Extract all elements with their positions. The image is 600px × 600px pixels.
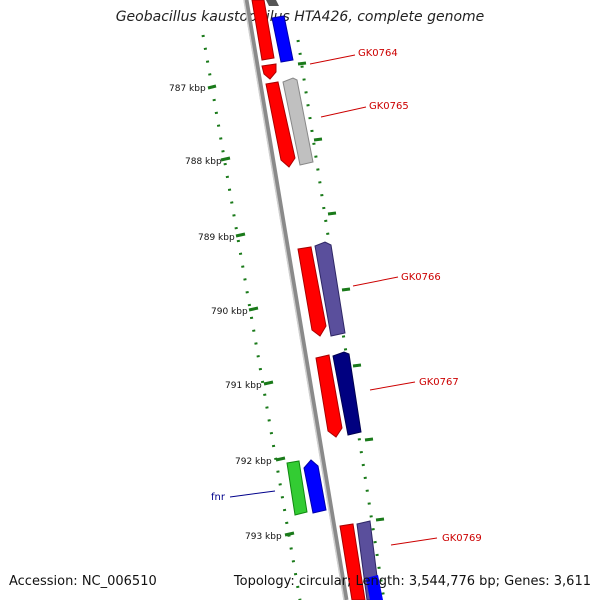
gene-label-GK0764[interactable]: GK0764 bbox=[358, 48, 398, 59]
tick-label-792: 792 kbp bbox=[235, 457, 272, 467]
gene-label-GK0769[interactable]: GK0769 bbox=[442, 533, 482, 544]
tick-label-788: 788 kbp bbox=[185, 157, 222, 167]
gene-GK0769[interactable] bbox=[339, 520, 383, 600]
gene-label-GK0766[interactable]: GK0766 bbox=[401, 272, 441, 283]
cds-GK0764[interactable] bbox=[251, 0, 275, 61]
gene-label-GK0767[interactable]: GK0767 bbox=[419, 377, 459, 388]
leader-GK0764 bbox=[309, 54, 356, 65]
tick-marks bbox=[207, 61, 385, 537]
cds-GK0767[interactable] bbox=[315, 354, 343, 438]
leader-GK0765 bbox=[320, 106, 367, 118]
leader-fnr bbox=[229, 490, 276, 498]
genome-summary-text: Topology: circular; Length: 3,544,776 bp… bbox=[233, 574, 591, 589]
gene-label-GK0765[interactable]: GK0765 bbox=[369, 101, 409, 112]
gene-GK0764[interactable] bbox=[251, 0, 294, 80]
gene-GK0767[interactable] bbox=[315, 351, 362, 438]
cds-GK0766[interactable] bbox=[297, 246, 327, 337]
accession-text: Accession: NC_006510 bbox=[9, 574, 157, 589]
tick-label-790: 790 kbp bbox=[211, 307, 248, 317]
gene-GK0766[interactable] bbox=[297, 241, 346, 337]
leader-GK0766 bbox=[352, 276, 399, 287]
genome-backbone bbox=[243, 0, 349, 600]
gene-green-fnr[interactable] bbox=[286, 460, 308, 516]
genome-backbone-highlight bbox=[243, 0, 345, 600]
map-title: Geobacillus kaustophilus HTA426, complet… bbox=[115, 9, 485, 25]
gene-fnr[interactable] bbox=[286, 459, 327, 516]
tick-label-787: 787 kbp bbox=[169, 84, 206, 94]
gene-navy-GK0767[interactable] bbox=[332, 351, 362, 436]
cds-GK0764-arrow[interactable] bbox=[261, 63, 277, 80]
left-ruler-dots bbox=[201, 34, 302, 600]
cds-GK0765[interactable] bbox=[265, 81, 296, 168]
tick-label-791: 791 kbp bbox=[225, 381, 262, 391]
gene-gray-GK0765[interactable] bbox=[282, 77, 314, 166]
tick-label-789: 789 kbp bbox=[198, 233, 235, 243]
leader-GK0767 bbox=[369, 381, 416, 391]
leader-GK0769 bbox=[390, 537, 438, 546]
tick-label-793: 793 kbp bbox=[245, 532, 282, 542]
gene-blue-GK0764[interactable] bbox=[271, 15, 294, 63]
gene-label-fnr[interactable]: fnr bbox=[211, 492, 226, 503]
cds-GK0769[interactable] bbox=[339, 523, 366, 600]
gene-blue-fnr[interactable] bbox=[303, 459, 327, 514]
gene-slate-GK0766[interactable] bbox=[314, 241, 346, 337]
gene-GK0765[interactable] bbox=[265, 77, 314, 168]
